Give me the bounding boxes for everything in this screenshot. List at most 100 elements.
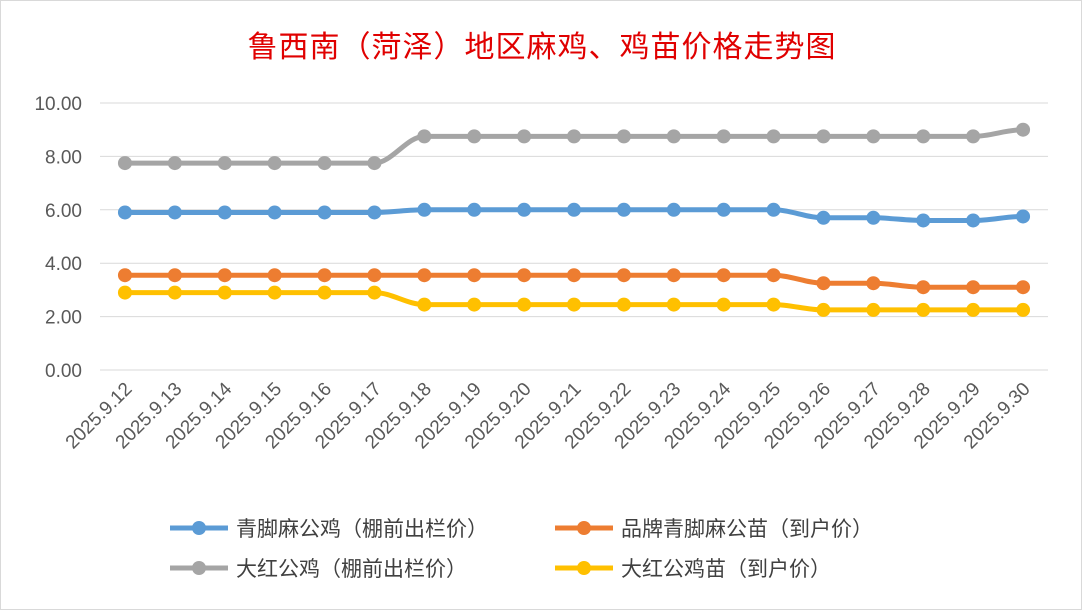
data-point xyxy=(367,285,382,300)
data-point xyxy=(866,302,881,317)
data-point xyxy=(467,297,482,312)
y-tick-label: 8.00 xyxy=(45,147,82,168)
data-point xyxy=(267,268,282,283)
y-axis: 0.00 2.00 4.00 6.00 8.00 10.00 xyxy=(34,94,82,382)
data-point xyxy=(267,285,282,300)
data-point xyxy=(467,202,482,217)
data-point xyxy=(866,129,881,144)
legend-label: 品牌青脚麻公苗（到户价） xyxy=(621,517,873,541)
data-point xyxy=(966,213,981,228)
legend-swatch-marker xyxy=(192,521,206,535)
series-2 xyxy=(117,122,1031,171)
data-point xyxy=(517,129,532,144)
data-point xyxy=(966,129,981,144)
data-point xyxy=(816,129,831,144)
data-point xyxy=(267,156,282,171)
data-point xyxy=(916,280,931,295)
x-axis: 2025.9.122025.9.132025.9.142025.9.152025… xyxy=(62,378,1035,453)
data-point xyxy=(517,268,532,283)
data-point xyxy=(1016,302,1031,317)
data-point xyxy=(616,202,631,217)
data-point xyxy=(467,129,482,144)
data-point xyxy=(417,202,432,217)
data-point xyxy=(716,129,731,144)
data-point xyxy=(317,285,332,300)
data-point xyxy=(716,202,731,217)
data-point xyxy=(766,268,781,283)
data-point xyxy=(267,205,282,220)
data-point xyxy=(217,268,232,283)
legend-swatch-marker xyxy=(192,561,206,575)
data-point xyxy=(117,268,132,283)
data-point xyxy=(666,129,681,144)
data-point xyxy=(816,276,831,291)
data-point xyxy=(167,205,182,220)
legend: 青脚麻公鸡（棚前出栏价） 品牌青脚麻公苗（到户价） 大红公鸡（棚前出栏价） 大红公鸡苗… xyxy=(170,517,873,581)
data-point xyxy=(966,302,981,317)
legend-swatch-marker xyxy=(577,521,591,535)
data-point xyxy=(1016,122,1031,137)
data-point xyxy=(766,297,781,312)
data-point xyxy=(567,297,581,312)
data-point xyxy=(217,156,232,171)
legend-item: 大红公鸡苗（到户价） xyxy=(555,557,831,581)
data-point xyxy=(916,302,931,317)
data-point xyxy=(167,156,182,171)
legend-item: 大红公鸡（棚前出栏价） xyxy=(170,557,467,581)
legend-swatch-marker xyxy=(577,561,591,575)
data-point xyxy=(217,285,232,300)
data-point xyxy=(866,276,881,291)
data-point xyxy=(517,297,532,312)
data-point xyxy=(1016,209,1031,224)
data-point xyxy=(766,129,781,144)
data-point xyxy=(167,285,182,300)
data-point xyxy=(567,129,581,144)
data-point xyxy=(417,129,432,144)
data-point xyxy=(167,268,182,283)
data-point xyxy=(616,129,631,144)
data-point xyxy=(567,268,581,283)
data-point xyxy=(417,297,432,312)
data-point xyxy=(417,268,432,283)
legend-label: 大红公鸡（棚前出栏价） xyxy=(236,557,467,581)
data-point xyxy=(317,156,332,171)
data-point xyxy=(766,202,781,217)
series-0 xyxy=(117,202,1031,228)
data-point xyxy=(716,268,731,283)
data-point xyxy=(616,268,631,283)
series-1 xyxy=(117,268,1031,295)
legend-item: 品牌青脚麻公苗（到户价） xyxy=(555,517,873,541)
data-point xyxy=(517,202,532,217)
data-point xyxy=(716,297,731,312)
data-point xyxy=(916,129,931,144)
legend-label: 大红公鸡苗（到户价） xyxy=(621,557,831,581)
legend-label: 青脚麻公鸡（棚前出栏价） xyxy=(236,517,488,541)
data-point xyxy=(217,205,232,220)
series-layer xyxy=(117,122,1031,317)
data-point xyxy=(666,297,681,312)
data-point xyxy=(1016,280,1031,295)
data-point xyxy=(666,202,681,217)
y-tick-label: 0.00 xyxy=(45,361,82,382)
gridlines xyxy=(100,102,1048,371)
data-point xyxy=(367,268,382,283)
data-point xyxy=(467,268,482,283)
data-point xyxy=(117,285,132,300)
legend-item: 青脚麻公鸡（棚前出栏价） xyxy=(170,517,488,541)
data-point xyxy=(317,205,332,220)
series-3 xyxy=(117,285,1031,317)
data-point xyxy=(367,205,382,220)
data-point xyxy=(916,213,931,228)
chart-title: 鲁西南（菏泽）地区麻鸡、鸡苗价格走势图 xyxy=(247,30,837,65)
data-point xyxy=(966,280,981,295)
data-point xyxy=(567,202,581,217)
data-point xyxy=(117,156,132,171)
y-tick-label: 10.00 xyxy=(34,94,82,115)
data-point xyxy=(666,268,681,283)
data-point xyxy=(367,156,382,171)
data-point xyxy=(317,268,332,283)
data-point xyxy=(866,210,881,225)
data-point xyxy=(117,205,132,220)
data-point xyxy=(616,297,631,312)
